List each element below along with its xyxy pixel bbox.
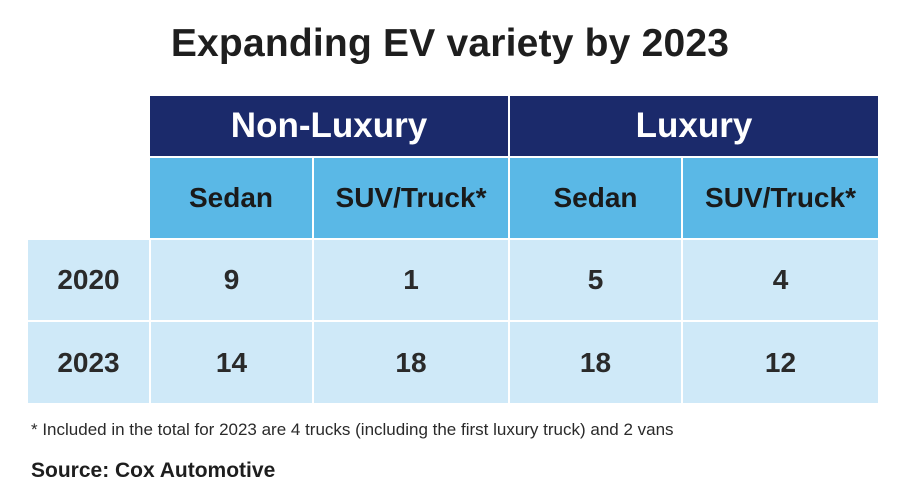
row-label-2020: 2020 — [28, 238, 150, 321]
table-cell: 14 — [149, 320, 313, 403]
group-header-luxury: Luxury — [508, 96, 878, 157]
group-header-non-luxury: Non-Luxury — [150, 96, 509, 157]
table-cell: 1 — [312, 238, 509, 321]
table-cell: 9 — [149, 238, 313, 321]
footnote: * Included in the total for 2023 are 4 t… — [31, 420, 674, 439]
ev-variety-table: Non-Luxury Luxury Sedan SUV/Truck* Sedan… — [28, 96, 878, 403]
table-cell: 5 — [508, 238, 682, 321]
table-cell: 18 — [312, 320, 509, 403]
table-cell: 18 — [508, 320, 682, 403]
column-header-luxury-sedan: Sedan — [508, 156, 682, 239]
column-header-non-luxury-suv-truck: SUV/Truck* — [312, 156, 509, 239]
table-row: 2020 9 1 5 4 — [28, 238, 878, 321]
column-header-non-luxury-sedan: Sedan — [150, 156, 313, 239]
column-header-luxury-suv-truck: SUV/Truck* — [681, 156, 878, 239]
table-cell: 12 — [681, 320, 878, 403]
table-row: 2023 14 18 18 12 — [28, 320, 878, 403]
table-cell: 4 — [681, 238, 878, 321]
source-credit: Source: Cox Automotive — [31, 459, 276, 482]
chart-title: Expanding EV variety by 2023 — [170, 22, 730, 65]
row-label-2023: 2023 — [28, 320, 150, 403]
corner-blank — [28, 96, 150, 239]
